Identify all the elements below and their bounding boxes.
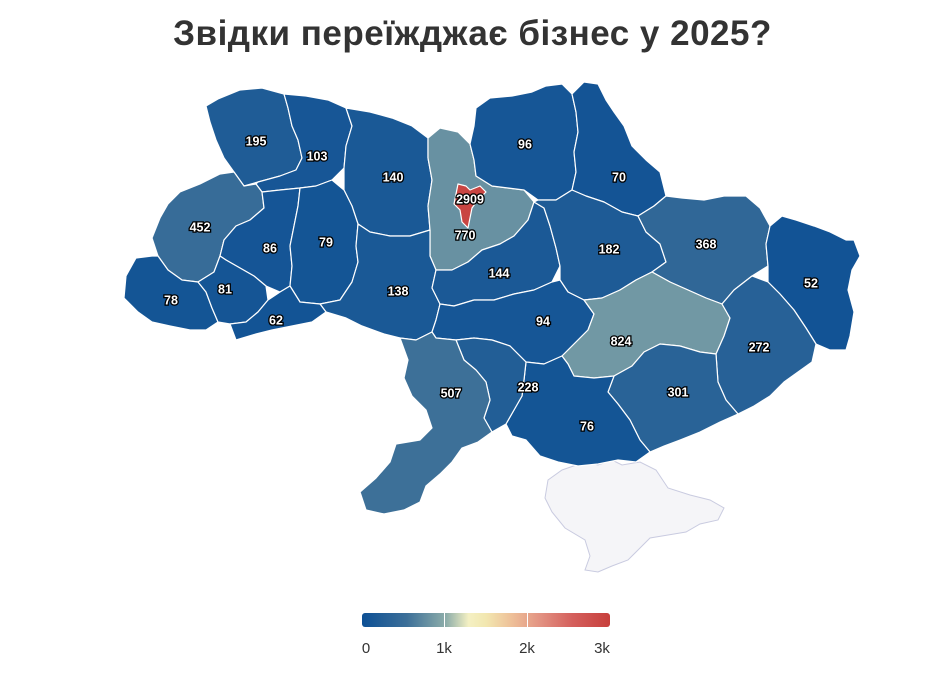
legend-tick-label: 3k xyxy=(594,640,610,657)
region-label-kharkiv: 368 xyxy=(696,237,717,251)
region-label-poltava: 182 xyxy=(599,242,620,256)
region-label-luhansk: 52 xyxy=(804,276,818,290)
region-label-khmelnytskyi: 79 xyxy=(319,235,333,249)
region-label-mykolaiv: 228 xyxy=(518,380,539,394)
region-kyiv-city[interactable] xyxy=(453,183,487,229)
region-crimea[interactable] xyxy=(544,459,725,573)
region-label-dnipropetrovsk: 824 xyxy=(611,334,632,348)
region-label-volyn: 195 xyxy=(246,134,267,148)
legend-tick-label: 2k xyxy=(519,640,535,657)
legend-tick-label: 1k xyxy=(436,640,452,657)
region-label-zaporizhzhia: 301 xyxy=(668,385,689,399)
region-label-kyiv-oblast: 770 xyxy=(455,228,476,242)
region-label-chernihiv: 96 xyxy=(518,137,532,151)
region-label-ivano-frankivsk: 81 xyxy=(218,282,232,296)
legend-tick-label: 0 xyxy=(361,640,371,657)
region-label-chernivtsi: 62 xyxy=(269,313,283,327)
region-label-sumy: 70 xyxy=(612,170,626,184)
region-kharkiv[interactable] xyxy=(637,195,771,305)
region-label-zhytomyr: 140 xyxy=(383,170,404,184)
region-label-zakarpattia: 78 xyxy=(164,293,178,307)
region-chernivtsi[interactable] xyxy=(229,285,327,341)
region-label-vinnytsia: 138 xyxy=(388,284,409,298)
legend-tick-mark xyxy=(444,613,445,627)
map-title: Звідки переїжджає бізнес у 2025? xyxy=(173,14,772,53)
region-label-kyiv-city: 2909 xyxy=(456,192,484,206)
legend-tick-mark xyxy=(527,613,528,627)
region-label-odesa: 507 xyxy=(441,386,462,400)
region-label-cherkasy: 144 xyxy=(489,266,510,280)
region-label-rivne: 103 xyxy=(307,149,328,163)
region-label-donetsk: 272 xyxy=(749,340,770,354)
region-label-ternopil: 86 xyxy=(263,241,277,255)
region-odesa[interactable] xyxy=(359,331,493,515)
region-label-kirovohrad: 94 xyxy=(536,314,550,328)
region-label-kherson: 76 xyxy=(580,419,594,433)
color-scale-bar xyxy=(362,613,610,627)
region-label-lviv: 452 xyxy=(190,220,211,234)
